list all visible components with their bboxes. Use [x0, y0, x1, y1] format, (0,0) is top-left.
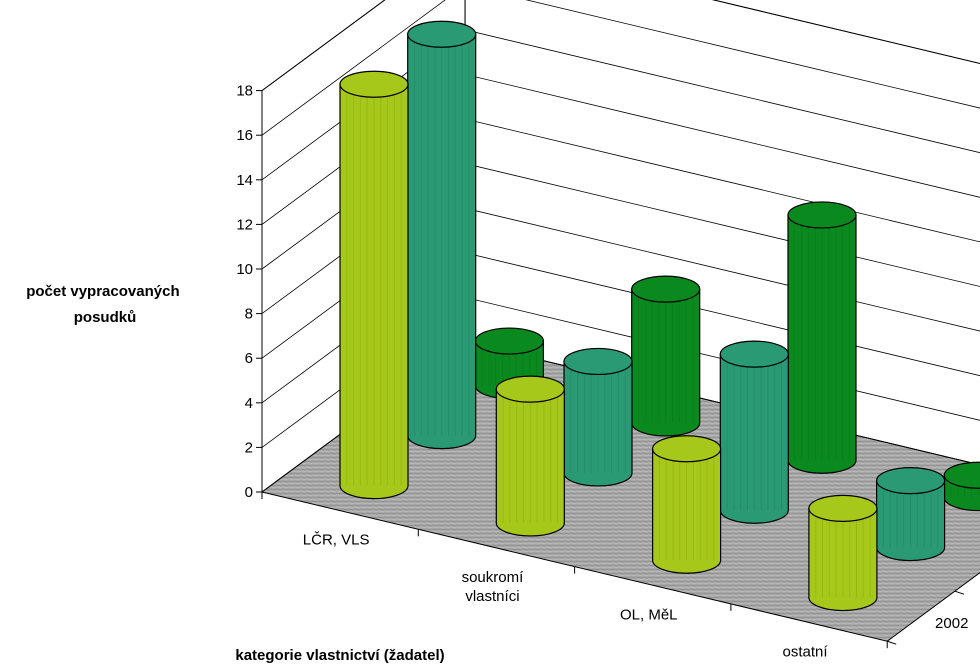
bar-top	[563, 347, 633, 376]
bar-body	[876, 480, 946, 562]
y-tick-label: 2	[245, 439, 253, 456]
series-axis: 200020012002	[887, 590, 968, 645]
x-axis-title: kategorie vlastnictví (žadatel)	[235, 647, 444, 664]
bar-top	[719, 340, 789, 368]
series-label: 2002	[935, 615, 968, 632]
y-axis: 0 2 4 6 8 10 12 14 16 18	[236, 83, 263, 501]
bar-body	[808, 507, 878, 612]
bar-body	[563, 360, 633, 487]
bar	[651, 435, 722, 574]
bar-top	[495, 375, 565, 403]
bar-body	[719, 353, 789, 524]
y-axis-title-line-2: posudků	[74, 309, 137, 326]
bar-body	[652, 448, 722, 574]
bar	[787, 201, 857, 474]
x-axis: LČR, VLS soukromí vlastníci OL, MěL ostatní	[261, 492, 888, 661]
bar-top	[787, 201, 857, 229]
bar-top	[631, 275, 701, 303]
y-tick-label: 16	[236, 127, 253, 144]
bar-body	[339, 83, 409, 500]
bar-top	[808, 494, 878, 522]
x-tick-label: LČR, VLS	[303, 532, 370, 549]
y-tick-label: 0	[245, 484, 253, 501]
y-tick-label: 8	[245, 306, 253, 323]
bar-top	[474, 327, 544, 355]
bar-body	[407, 33, 477, 450]
gridline	[261, 0, 980, 91]
x-tick-label: ostatní	[783, 644, 829, 661]
y-tick-label: 12	[236, 216, 253, 233]
bar-body	[787, 214, 857, 474]
bar	[808, 494, 878, 612]
bar	[943, 461, 980, 512]
bar-body	[495, 388, 565, 537]
bar-top	[943, 461, 980, 489]
bar	[875, 467, 946, 562]
bar	[563, 347, 633, 487]
bar-top	[875, 467, 946, 495]
bar-top	[339, 70, 409, 98]
bar-body	[631, 288, 701, 437]
y-tick-label: 18	[236, 83, 253, 100]
y-tick-label: 10	[236, 261, 253, 278]
y-tick-label: 4	[245, 395, 253, 412]
z-tick-mark	[887, 640, 897, 645]
bar	[719, 340, 789, 524]
x-tick-label: soukromí vlastníci	[462, 569, 525, 605]
y-axis-title: počet vypracovaných posudků	[26, 283, 184, 326]
y-tick-label: 6	[245, 350, 253, 367]
bar	[407, 20, 477, 450]
bar	[495, 375, 565, 537]
bar	[631, 275, 701, 437]
bar	[339, 70, 409, 500]
y-axis-title-line-1: počet vypracovaných	[26, 283, 179, 300]
y-tick-label: 14	[236, 172, 253, 189]
bar-top	[407, 20, 477, 48]
bars	[339, 20, 980, 612]
x-tick-label: OL, MěL	[620, 606, 678, 623]
bar-top	[651, 435, 722, 463]
gridline	[261, 0, 980, 136]
z-tick-mark	[954, 590, 965, 595]
